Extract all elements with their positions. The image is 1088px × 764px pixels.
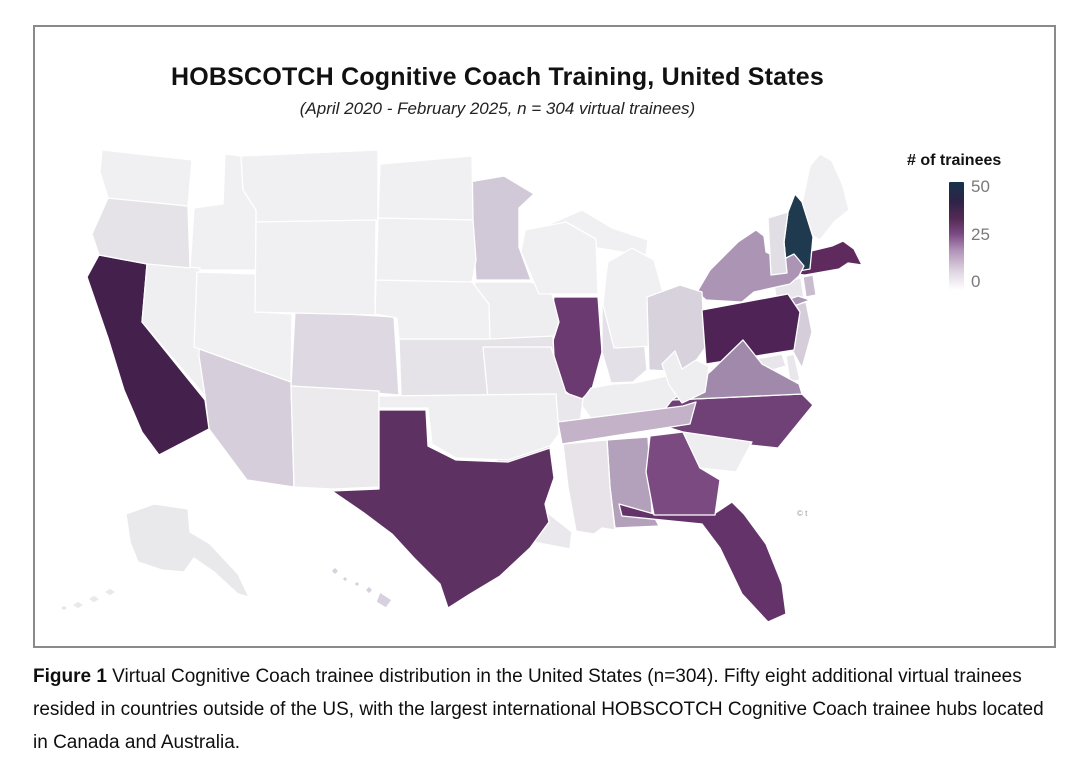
- state-HI[interactable]: Hawaii: [353, 580, 361, 588]
- state-DE[interactable]: Delaware: [785, 353, 801, 383]
- legend-tick-mid: 25: [971, 224, 990, 244]
- state-PA[interactable]: Pennsylvania: [701, 293, 801, 365]
- state-HI[interactable]: Hawaii: [330, 566, 340, 576]
- attribution-watermark: © t: [797, 509, 808, 518]
- caption-text: Virtual Cognitive Coach trainee distribu…: [33, 666, 1044, 753]
- state-AK[interactable]: Alaska: [59, 604, 69, 612]
- state-AK[interactable]: Alaska: [125, 503, 250, 598]
- map-legend: # of trainees 50 25 0: [903, 152, 1043, 290]
- legend-tick-max: 50: [971, 177, 990, 196]
- state-NV[interactable]: Nevada: [141, 263, 206, 397]
- state-WY[interactable]: Wyoming: [254, 219, 377, 316]
- state-SD[interactable]: South Dakota: [375, 217, 477, 283]
- state-TN[interactable]: Tennessee: [557, 401, 697, 445]
- state-AK[interactable]: Alaska: [103, 587, 117, 597]
- state-WV[interactable]: West Virginia: [661, 350, 710, 404]
- state-CO[interactable]: Colorado: [290, 310, 400, 396]
- state-ND[interactable]: North Dakota: [377, 155, 474, 221]
- state-SC[interactable]: South Carolina: [682, 431, 753, 473]
- state-NY[interactable]: New York: [696, 229, 805, 303]
- state-NM[interactable]: New Mexico: [290, 385, 380, 490]
- legend-title: # of trainees: [907, 152, 1002, 169]
- state-AK[interactable]: Alaska: [87, 594, 101, 604]
- state-RI[interactable]: Rhode Island: [802, 274, 817, 298]
- state-WA[interactable]: Washington: [99, 149, 193, 207]
- state-OK[interactable]: Oklahoma: [378, 393, 560, 461]
- state-MN[interactable]: Minnesota: [468, 175, 535, 281]
- state-FL[interactable]: Florida: [618, 501, 787, 623]
- state-NE[interactable]: Nebraska: [374, 279, 491, 340]
- state-HI[interactable]: Hawaii: [375, 591, 393, 609]
- figure-frame: HOBSCOTCH Cognitive Coach Training, Unit…: [33, 25, 1056, 648]
- state-MS[interactable]: Mississippi: [562, 439, 616, 535]
- us-map: AlabamaAlaskaAlaskaAlaskaAlaskaAlaskaAri…: [59, 149, 863, 623]
- legend-gradient-bar: [949, 182, 964, 290]
- legend-tick-labels: 50 25 0: [971, 178, 990, 290]
- state-TX[interactable]: Texas: [331, 409, 555, 609]
- figure-header: HOBSCOTCH Cognitive Coach Training, Unit…: [35, 63, 960, 119]
- state-WI[interactable]: Wisconsin: [520, 221, 599, 295]
- caption-label: Figure 1: [33, 666, 107, 687]
- figure-caption: Figure 1 Virtual Cognitive Coach trainee…: [33, 660, 1045, 759]
- state-MT[interactable]: Montana: [240, 149, 379, 223]
- state-AK[interactable]: Alaska: [71, 600, 85, 610]
- state-HI[interactable]: Hawaii: [364, 585, 374, 595]
- state-HI[interactable]: Hawaii: [341, 575, 349, 583]
- chart-title: HOBSCOTCH Cognitive Coach Training, Unit…: [171, 63, 824, 91]
- state-VT[interactable]: Vermont: [767, 211, 789, 276]
- chart-subtitle: (April 2020 - February 2025, n = 304 vir…: [299, 99, 696, 118]
- legend-tick-min: 0: [971, 272, 981, 291]
